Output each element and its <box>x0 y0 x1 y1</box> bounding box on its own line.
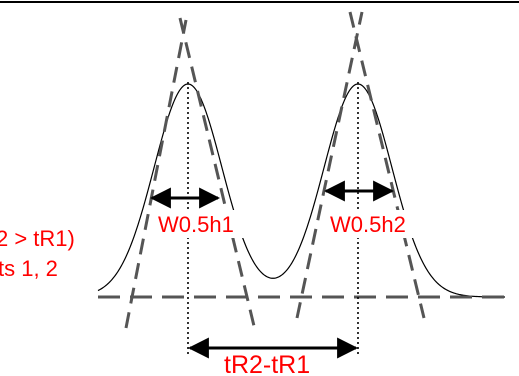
label-retention-diff: tR2-tR1 <box>224 351 310 376</box>
tangent-left-peak1 <box>124 19 188 329</box>
label-bg-peak1 <box>156 210 248 238</box>
chromatogram-curve <box>97 83 505 298</box>
label-side-line1: 2 > tR1) <box>0 226 75 251</box>
tangent-right-peak1 <box>178 17 256 327</box>
tangent-left-peak2 <box>295 11 364 319</box>
label-bg-retention <box>222 352 336 376</box>
label-width-peak1: W0.5h1 <box>158 212 234 237</box>
label-bg-peak2 <box>328 210 422 238</box>
tangent-right-peak2 <box>348 11 426 319</box>
label-side-line2: ts 1, 2 <box>0 256 58 281</box>
label-width-peak2: W0.5h2 <box>330 212 406 237</box>
